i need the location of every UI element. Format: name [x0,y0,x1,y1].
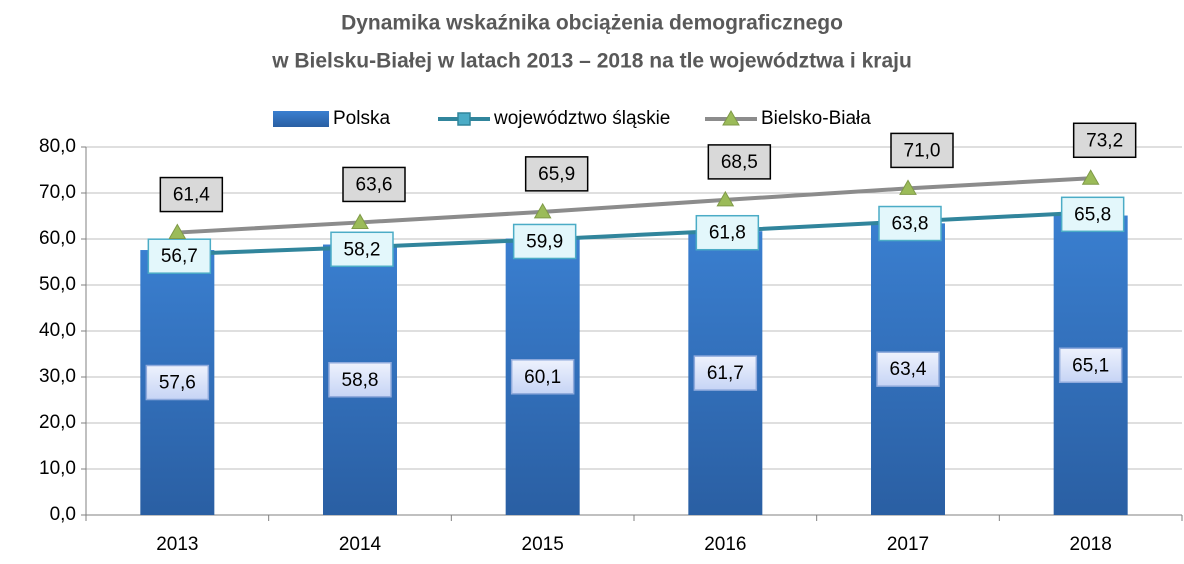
x-tick-label: 2013 [156,534,198,555]
data-label: 58,2 [344,239,381,260]
y-tick-label: 70,0 [39,182,76,203]
data-label-box [890,132,954,169]
y-tick-label: 20,0 [39,412,76,433]
legend-swatch [273,111,329,127]
data-label-box [512,223,577,260]
marker [1081,169,1100,185]
y-tick-label: 50,0 [39,274,76,295]
data-label-box [159,176,224,213]
data-label-box [147,238,212,274]
y-tick-label: 80,0 [39,136,76,157]
marker [899,179,917,195]
data-label: 60,1 [524,367,561,388]
y-tick-label: 40,0 [39,320,76,341]
x-tick-label: 2017 [887,534,929,555]
line [177,176,1091,235]
data-label: 59,9 [526,231,563,252]
marker [722,109,740,126]
data-label-box [328,362,392,398]
data-label: 65,8 [1074,204,1111,225]
data-label-box [693,355,758,391]
y-tick-label: 60,0 [39,228,76,249]
data-label-box [524,156,589,192]
chart-title: w Bielsku-Białej w latach 2013 – 2018 na… [271,50,912,73]
x-tick-label: 2018 [1070,534,1112,555]
marker [457,112,471,126]
x-tick-label: 2014 [339,534,382,555]
data-label: 65,9 [538,164,575,185]
data-label: 63,6 [356,174,393,195]
legend-label: Polska [333,108,390,129]
data-label: 73,2 [1086,130,1123,151]
data-label-box [1058,347,1123,384]
data-label: 65,1 [1072,355,1109,376]
data-label-box [878,205,942,242]
data-label: 63,8 [892,214,929,235]
y-tick-label: 0,0 [50,504,76,525]
data-label: 71,0 [904,140,941,161]
data-label: 56,7 [161,246,198,267]
data-label: 61,4 [173,185,210,206]
x-tick-label: 2015 [522,534,564,555]
data-label: 68,5 [721,152,758,173]
data-label-box [330,231,394,268]
data-label: 57,6 [159,373,196,394]
marker [168,223,187,240]
data-label-box [510,359,575,395]
y-tick-label: 10,0 [39,458,76,479]
legend-label: Bielsko-Biała [761,108,871,129]
data-label-box [342,166,406,203]
data-label-box [145,364,210,401]
data-label-box [707,144,772,180]
marker [716,190,735,207]
line [177,210,1091,257]
legend-label: województwo śląskie [493,108,670,129]
marker [533,202,552,219]
data-label-box [1072,122,1137,159]
chart-title: Dynamika wskaźnika obciążenia demografic… [341,12,843,35]
data-label-box [876,351,940,387]
marker [351,213,369,229]
data-label: 61,8 [709,223,746,244]
y-tick-label: 30,0 [39,366,76,387]
x-tick-label: 2016 [704,534,746,555]
data-label: 63,4 [890,359,927,380]
data-label-box [695,214,760,251]
data-label: 61,7 [707,363,744,384]
data-label: 58,8 [342,370,379,391]
data-label-box [1060,196,1125,233]
